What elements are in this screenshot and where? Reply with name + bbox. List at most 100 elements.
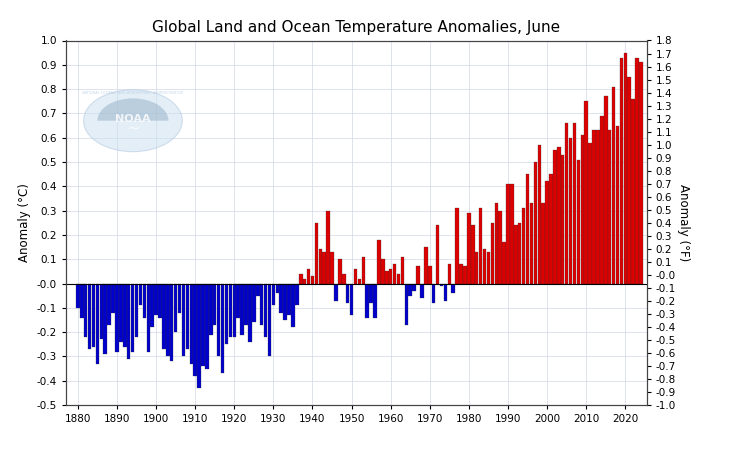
Bar bbox=[631, 99, 635, 284]
Bar bbox=[350, 284, 354, 315]
Bar bbox=[409, 284, 412, 296]
Bar bbox=[620, 58, 623, 284]
Bar bbox=[404, 284, 408, 325]
Bar bbox=[385, 271, 389, 284]
Bar bbox=[479, 208, 482, 284]
Bar bbox=[502, 242, 506, 284]
Bar bbox=[229, 284, 232, 337]
Bar bbox=[182, 284, 185, 356]
Bar bbox=[237, 284, 240, 318]
Text: NOAA: NOAA bbox=[115, 114, 151, 124]
Bar bbox=[526, 174, 529, 284]
Bar bbox=[209, 284, 212, 334]
Bar bbox=[256, 284, 259, 296]
Bar bbox=[596, 130, 600, 284]
Bar bbox=[510, 184, 514, 284]
Bar bbox=[577, 160, 580, 284]
Bar bbox=[412, 284, 416, 291]
Bar bbox=[99, 284, 103, 339]
Bar bbox=[370, 284, 373, 303]
Bar bbox=[80, 284, 84, 318]
Y-axis label: Anomaly (°C): Anomaly (°C) bbox=[18, 183, 32, 262]
Bar bbox=[213, 284, 217, 325]
Title: Global Land and Ocean Temperature Anomalies, June: Global Land and Ocean Temperature Anomal… bbox=[152, 20, 561, 35]
Bar bbox=[498, 211, 502, 284]
Bar bbox=[287, 284, 291, 315]
Bar bbox=[416, 266, 420, 284]
Bar bbox=[193, 284, 197, 376]
Bar bbox=[588, 143, 592, 284]
Bar bbox=[616, 126, 619, 284]
Bar bbox=[506, 184, 510, 284]
Bar bbox=[392, 264, 396, 284]
Bar bbox=[471, 225, 475, 284]
Bar bbox=[440, 284, 443, 286]
Bar bbox=[252, 284, 256, 322]
Bar bbox=[154, 284, 158, 315]
Bar bbox=[276, 284, 279, 293]
Bar bbox=[534, 162, 537, 284]
Wedge shape bbox=[98, 99, 168, 121]
Bar bbox=[260, 284, 263, 325]
Bar bbox=[490, 223, 494, 284]
Bar bbox=[569, 138, 573, 284]
Bar bbox=[365, 284, 369, 318]
Bar bbox=[96, 284, 99, 364]
Bar bbox=[88, 284, 91, 349]
Bar bbox=[315, 223, 318, 284]
Bar bbox=[428, 266, 431, 284]
Bar bbox=[623, 53, 627, 284]
Bar bbox=[201, 284, 205, 366]
Bar bbox=[318, 249, 322, 284]
Bar bbox=[104, 284, 107, 354]
Bar bbox=[334, 284, 337, 301]
Bar bbox=[518, 223, 521, 284]
Bar bbox=[467, 213, 470, 284]
Bar bbox=[358, 279, 361, 284]
Bar bbox=[561, 155, 564, 284]
Bar bbox=[272, 284, 275, 306]
Bar bbox=[139, 284, 142, 306]
Bar bbox=[373, 284, 377, 318]
Bar bbox=[549, 174, 553, 284]
Bar bbox=[514, 225, 517, 284]
Bar bbox=[487, 252, 490, 284]
Bar bbox=[451, 284, 455, 293]
Bar bbox=[174, 284, 177, 332]
Bar bbox=[557, 148, 561, 284]
Bar bbox=[107, 284, 111, 325]
Bar bbox=[92, 284, 96, 346]
Bar bbox=[284, 284, 287, 320]
Bar bbox=[205, 284, 209, 369]
Bar bbox=[456, 208, 459, 284]
Bar bbox=[600, 116, 603, 284]
Bar bbox=[553, 150, 556, 284]
Bar bbox=[178, 284, 182, 313]
Bar bbox=[311, 276, 315, 284]
Bar bbox=[170, 284, 173, 361]
Bar bbox=[397, 274, 401, 284]
Bar bbox=[330, 252, 334, 284]
Bar bbox=[186, 284, 189, 349]
Bar bbox=[459, 264, 463, 284]
Bar bbox=[190, 284, 193, 364]
Bar bbox=[592, 130, 596, 284]
Bar bbox=[389, 269, 392, 284]
Bar bbox=[240, 284, 244, 334]
Bar bbox=[635, 58, 639, 284]
Bar bbox=[131, 284, 135, 351]
Bar bbox=[463, 266, 467, 284]
Bar bbox=[346, 284, 349, 303]
Bar bbox=[545, 181, 549, 284]
Bar bbox=[612, 87, 615, 284]
Bar bbox=[158, 284, 162, 318]
Bar bbox=[420, 284, 424, 298]
Bar bbox=[604, 96, 608, 284]
Bar bbox=[264, 284, 268, 337]
Bar bbox=[628, 77, 631, 284]
Bar bbox=[279, 284, 283, 313]
Bar bbox=[127, 284, 131, 359]
Text: ~: ~ bbox=[126, 119, 140, 137]
Bar bbox=[232, 284, 236, 337]
Bar bbox=[483, 249, 487, 284]
